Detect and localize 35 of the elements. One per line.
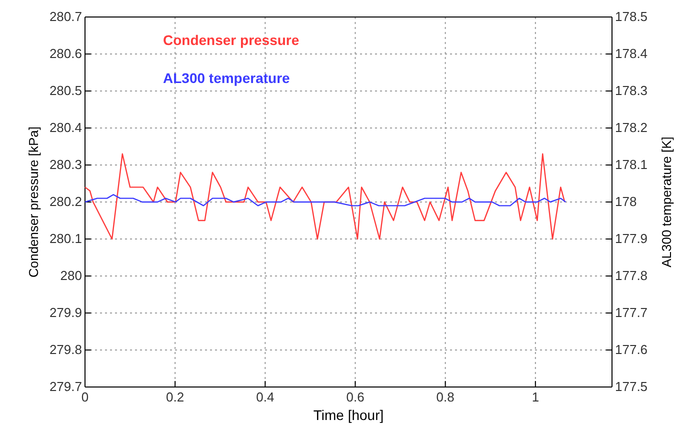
x-tick-label: 0.4: [256, 390, 274, 405]
y-tick-label: 280.3: [49, 157, 82, 172]
y-tick-label: 280.1: [49, 231, 82, 246]
x-axis-title: Time [hour]: [313, 407, 384, 423]
x-tick-label: 1: [532, 390, 540, 405]
x-tick-label: 0.8: [436, 390, 454, 405]
y-tick-label: 280: [60, 268, 82, 284]
y2-tick-label: 177.5: [615, 379, 648, 394]
y-tick-label: 279.9: [49, 305, 82, 320]
x-tick-label: 0.6: [346, 390, 364, 405]
y2-tick-label: 177.9: [615, 231, 648, 246]
y-tick-label: 279.7: [49, 379, 82, 394]
y2-tick-label: 178.5: [615, 9, 648, 24]
y-tick-label: 280.6: [49, 46, 82, 62]
y2-tick-label: 178.1: [615, 157, 648, 172]
y-tick-label: 279.8: [49, 342, 82, 358]
y2-tick-label: 177.6: [615, 342, 648, 358]
y-tick-label: 280.4: [49, 120, 82, 136]
y-tick-label: 280.5: [49, 83, 82, 98]
y-tick-label: 280.2: [49, 194, 82, 210]
text: AL300 temperature: [163, 70, 290, 86]
line-series: [84, 194, 566, 206]
y2-tick-label: 177.8: [615, 268, 648, 284]
y2-tick-label: 178.4: [615, 46, 648, 62]
y-tick-label: 280.7: [49, 9, 82, 24]
y2-tick-label: 178.2: [615, 120, 648, 136]
y2-tick-label: 177.7: [615, 305, 648, 320]
text: Condenser pressure: [163, 32, 300, 48]
y-axis-title: Condenser pressure [kPa]: [26, 126, 41, 278]
line-series: [84, 153, 566, 240]
y2-tick-label: 178: [615, 194, 637, 210]
x-tick-label: 0: [81, 390, 89, 405]
y2-axis-title: AL300 temperature [K]: [659, 136, 674, 268]
x-tick-label: 0.2: [166, 390, 184, 405]
y2-tick-label: 178.3: [615, 83, 648, 98]
